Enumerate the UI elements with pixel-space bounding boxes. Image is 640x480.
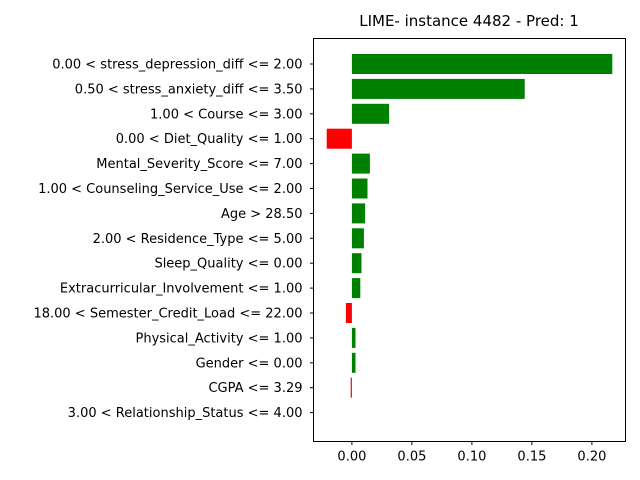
y-tick-label: Physical_Activity <= 1.00 [136,331,303,346]
bars [326,54,613,398]
bar [351,153,370,174]
y-tick-label: 3.00 < Relationship_Status <= 4.00 [68,406,303,421]
bar [351,228,364,249]
axes-frame [313,38,626,442]
x-tick-label: 0.15 [517,450,546,465]
bar [351,103,390,124]
bar [351,278,361,299]
y-axis: 0.00 < stress_depression_diff <= 2.00 0.5… [33,58,314,421]
y-tick-label: Gender <= 0.00 [196,356,303,371]
y-tick-label: Extracurricular_Involvement <= 1.00 [60,282,303,297]
y-tick-label: Mental_Severity_Score <= 7.00 [96,157,302,172]
chart-title: LIME- instance 4482 - Pred: 1 [359,12,579,30]
bar [326,128,352,149]
y-tick-label: 1.00 < Course <= 3.00 [150,107,302,122]
x-tick-label: 0.05 [397,450,426,465]
x-axis: 0.00 0.05 0.10 0.15 0.20 [337,441,606,465]
y-tick-label: 0.00 < stress_depression_diff <= 2.00 [52,58,302,73]
x-tick-label: 0.00 [337,450,366,465]
y-tick-label: 18.00 < Semester_Credit_Load <= 22.00 [33,307,302,322]
x-tick-label: 0.20 [577,450,606,465]
bar [351,253,362,274]
y-tick-label: Age > 28.50 [221,207,303,222]
y-tick-label: 0.00 < Diet_Quality <= 1.00 [116,132,303,147]
y-tick-label: CGPA <= 3.29 [208,381,302,396]
bar [351,352,356,373]
bar [351,327,356,348]
bar [351,54,613,74]
bar [351,203,366,224]
y-tick-label: Sleep_Quality <= 0.00 [154,257,302,272]
y-tick-label: 2.00 < Residence_Type <= 5.00 [93,232,303,247]
bar [345,303,352,323]
bar [351,78,525,99]
bar [351,178,368,199]
x-tick-label: 0.10 [457,450,486,465]
y-tick-label: 1.00 < Counseling_Service_Use <= 2.00 [38,182,302,197]
y-tick-label: 0.50 < stress_anxiety_diff <= 3.50 [75,82,303,97]
bar [350,377,352,398]
